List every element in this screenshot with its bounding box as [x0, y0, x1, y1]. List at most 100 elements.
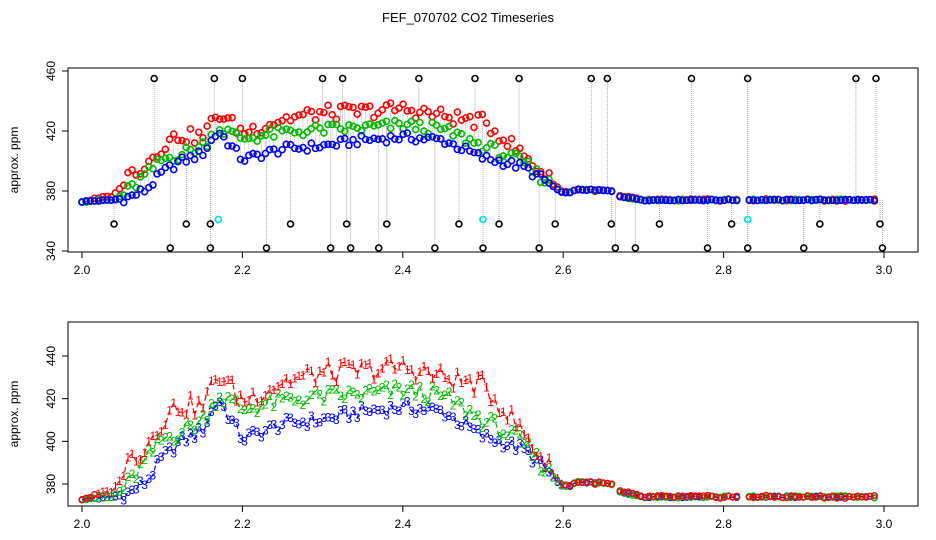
bottom-panel: 3333333333333333333333333333333333333333…	[7, 321, 919, 531]
series-3-point	[582, 186, 591, 195]
series-3-point	[428, 133, 437, 141]
series-3-point	[474, 148, 482, 157]
series-3-point	[691, 196, 699, 204]
series-1-label: 1	[492, 392, 499, 406]
series-3-point	[140, 187, 149, 196]
series-1-label: 1	[454, 365, 461, 379]
series-1-point	[762, 491, 770, 499]
series-3-point	[290, 144, 299, 153]
series-3-label: 3	[279, 418, 286, 432]
series-3-label: 3	[195, 420, 202, 434]
series-2-point	[357, 126, 366, 135]
series-3-label: 3	[487, 433, 494, 447]
series-2-label: 2	[433, 383, 440, 397]
series-2-label: 2	[458, 396, 465, 410]
series-1-label: 1	[496, 406, 503, 420]
series-3-label: 3	[521, 442, 528, 456]
series-3-point	[374, 135, 382, 144]
series-3-label: 3	[187, 427, 194, 441]
series-1-point	[608, 480, 616, 488]
series-2-point	[545, 175, 553, 184]
series-3-point	[186, 151, 195, 160]
series-3-point	[165, 161, 174, 169]
series-1-label: 1	[116, 474, 123, 488]
series-1-point	[716, 494, 724, 502]
series-2-point	[140, 170, 149, 178]
series-3-label: 3	[175, 435, 182, 449]
series-2-label: 2	[216, 390, 223, 404]
series-3-point	[194, 147, 203, 155]
series-1-label: 1	[558, 477, 565, 491]
series-2-label: 2	[337, 389, 344, 403]
series-1-point	[403, 107, 412, 115]
series-3-point	[453, 145, 462, 154]
x-tick-label: 2.2	[234, 517, 251, 531]
series-1-point	[574, 479, 582, 487]
series-1-label: 1	[537, 450, 544, 464]
series-1-label: 1	[129, 447, 136, 461]
series-3-label: 3	[512, 444, 519, 458]
series-1-label: 1	[487, 395, 494, 409]
series-1-label: 1	[258, 394, 265, 408]
series-2-label: 2	[254, 406, 261, 420]
y-tick-label: 420	[44, 121, 58, 141]
series-2-point	[257, 131, 266, 140]
series-3-point	[119, 198, 128, 207]
series-3-point	[720, 196, 729, 205]
series-3-point	[320, 140, 328, 149]
series-3-label: 3	[358, 399, 365, 413]
series-3-point	[361, 135, 370, 144]
series-1-point	[870, 492, 878, 500]
flagged-point	[214, 215, 223, 224]
series-3-point	[808, 196, 816, 205]
series-2-point	[278, 126, 286, 135]
series-3-label: 3	[291, 416, 298, 430]
series-1-point	[787, 492, 795, 500]
series-3-point	[824, 196, 833, 204]
series-3-point	[353, 140, 362, 149]
y-tick-label: 440	[44, 346, 58, 366]
series-3-label: 3	[462, 413, 469, 427]
series-1-label: 1	[175, 405, 182, 419]
series-1-point	[78, 496, 86, 504]
series-3-point	[249, 149, 257, 158]
series-3-label: 3	[437, 403, 444, 417]
series-3-label: 3	[250, 424, 257, 438]
series-2-point	[232, 128, 241, 136]
series-3-label: 3	[308, 409, 315, 423]
series-3-point	[586, 185, 595, 194]
series-1-point	[132, 171, 141, 179]
series-1-point	[691, 492, 699, 500]
series-1-label: 1	[179, 405, 186, 419]
series-3-point	[532, 170, 541, 178]
series-1-point	[399, 100, 407, 108]
series-2-label: 2	[425, 395, 432, 409]
series-1-label: 1	[400, 354, 407, 368]
outlier-point	[743, 74, 752, 83]
series-3-point	[845, 195, 854, 204]
series-1-point	[320, 108, 328, 117]
outlier-point	[166, 244, 175, 252]
series-1-point	[774, 492, 782, 500]
series-1-label: 1	[283, 371, 290, 385]
series-3-point	[849, 196, 858, 205]
series-2-label: 2	[137, 457, 144, 471]
series-1-label: 1	[279, 377, 286, 391]
outlier-point	[431, 244, 439, 252]
series-2-point	[253, 137, 261, 145]
series-3-label: 3	[421, 404, 428, 418]
series-2-point	[215, 126, 224, 134]
outlier-point	[210, 74, 219, 83]
series-3-point	[336, 135, 345, 144]
series-1-point	[190, 139, 199, 147]
series-2-label: 2	[125, 470, 132, 484]
series-3-label: 3	[471, 422, 478, 436]
series-3-point	[607, 187, 616, 196]
series-2-point	[199, 138, 207, 146]
outlier-point	[326, 244, 335, 252]
series-1-label: 1	[554, 471, 561, 485]
series-3-point	[757, 195, 766, 204]
series-3-point	[687, 196, 695, 204]
series-1-label: 1	[220, 375, 227, 389]
